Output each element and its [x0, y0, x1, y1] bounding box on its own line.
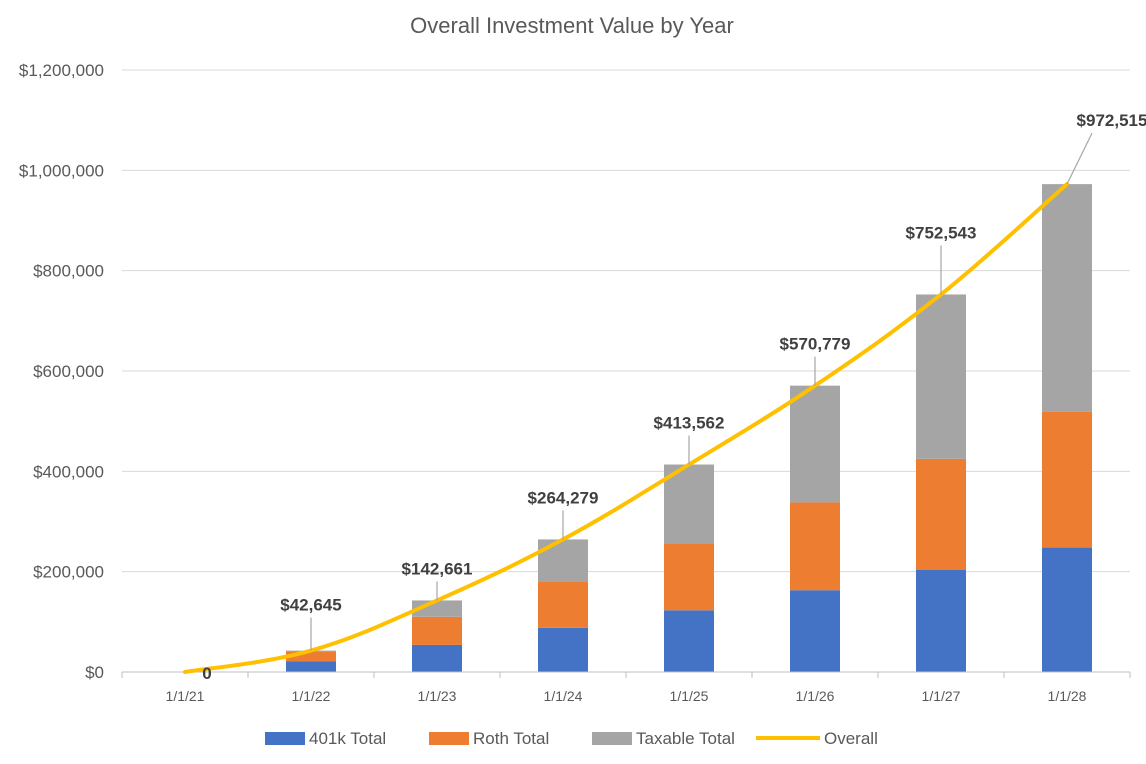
series-line-overall	[183, 182, 1069, 674]
data-label: $972,515	[1077, 111, 1146, 130]
x-tick-label: 1/1/27	[922, 688, 961, 704]
bar-roth-total	[664, 543, 714, 611]
y-axis-ticks: $0 $200,000 $400,000 $600,000 $800,000 $1,000…	[19, 61, 104, 682]
bar-401k-total	[664, 610, 714, 672]
data-label: $570,779	[780, 335, 851, 354]
chart-title: Overall Investment Value by Year	[410, 13, 734, 38]
data-label: $264,279	[528, 488, 599, 507]
y-tick-label: $200,000	[33, 563, 104, 582]
bar-401k-total	[538, 627, 588, 672]
bar-401k-total	[412, 644, 462, 672]
legend: 401k Total Roth Total Taxable Total Overall	[265, 729, 878, 748]
data-label: $142,661	[402, 559, 473, 578]
bar-roth-total	[538, 581, 588, 628]
bar-roth-total	[1042, 411, 1092, 548]
bar-401k-total	[916, 569, 966, 672]
y-tick-label: $400,000	[33, 462, 104, 481]
bar-roth-total	[412, 616, 462, 645]
y-tick-label: $1,000,000	[19, 161, 104, 180]
legend-swatch	[265, 732, 305, 745]
bars	[286, 184, 1092, 672]
bar-taxable-total	[790, 385, 840, 503]
bar-taxable-total	[664, 464, 714, 544]
y-tick-label: $0	[85, 663, 104, 682]
legend-swatch	[429, 732, 469, 745]
data-label: $413,562	[654, 414, 725, 433]
y-tick-label: $1,200,000	[19, 61, 104, 80]
bar-401k-total	[1042, 547, 1092, 672]
bar-taxable-total	[916, 294, 966, 459]
y-tick-label: $600,000	[33, 362, 104, 381]
x-tick-label: 1/1/24	[544, 688, 583, 704]
gridlines	[122, 69, 1130, 573]
bar-401k-total	[286, 661, 336, 672]
y-tick-label: $800,000	[33, 262, 104, 281]
legend-label: Roth Total	[473, 729, 549, 748]
bar-roth-total	[286, 651, 336, 662]
overall-line-group	[183, 182, 1069, 674]
x-tick-label: 1/1/26	[796, 688, 835, 704]
leader-line	[1066, 132, 1093, 185]
x-tick-label: 1/1/25	[670, 688, 709, 704]
legend-label: Taxable Total	[636, 729, 735, 748]
bar-taxable-total	[1042, 184, 1092, 412]
legend-label: 401k Total	[309, 729, 386, 748]
legend-swatch	[592, 732, 632, 745]
legend-label: Overall	[824, 729, 878, 748]
data-label: $752,543	[906, 223, 977, 242]
data-label: $42,645	[280, 596, 341, 615]
data-label: 0	[202, 664, 211, 683]
data-labels: 0 $42,645 $142,661 $264,279 $413,562 $570,779…	[202, 111, 1146, 683]
bar-roth-total	[790, 502, 840, 591]
bar-roth-total	[916, 458, 966, 570]
bar-taxable-total	[538, 539, 588, 582]
x-tick-label: 1/1/22	[292, 688, 331, 704]
x-axis-ticks: 1/1/21 1/1/22 1/1/23 1/1/24 1/1/25 1/1/26 1/1/…	[121, 672, 1131, 704]
x-tick-label: 1/1/21	[166, 688, 205, 704]
bar-401k-total	[790, 590, 840, 672]
x-tick-label: 1/1/23	[418, 688, 457, 704]
x-tick-label: 1/1/28	[1048, 688, 1087, 704]
